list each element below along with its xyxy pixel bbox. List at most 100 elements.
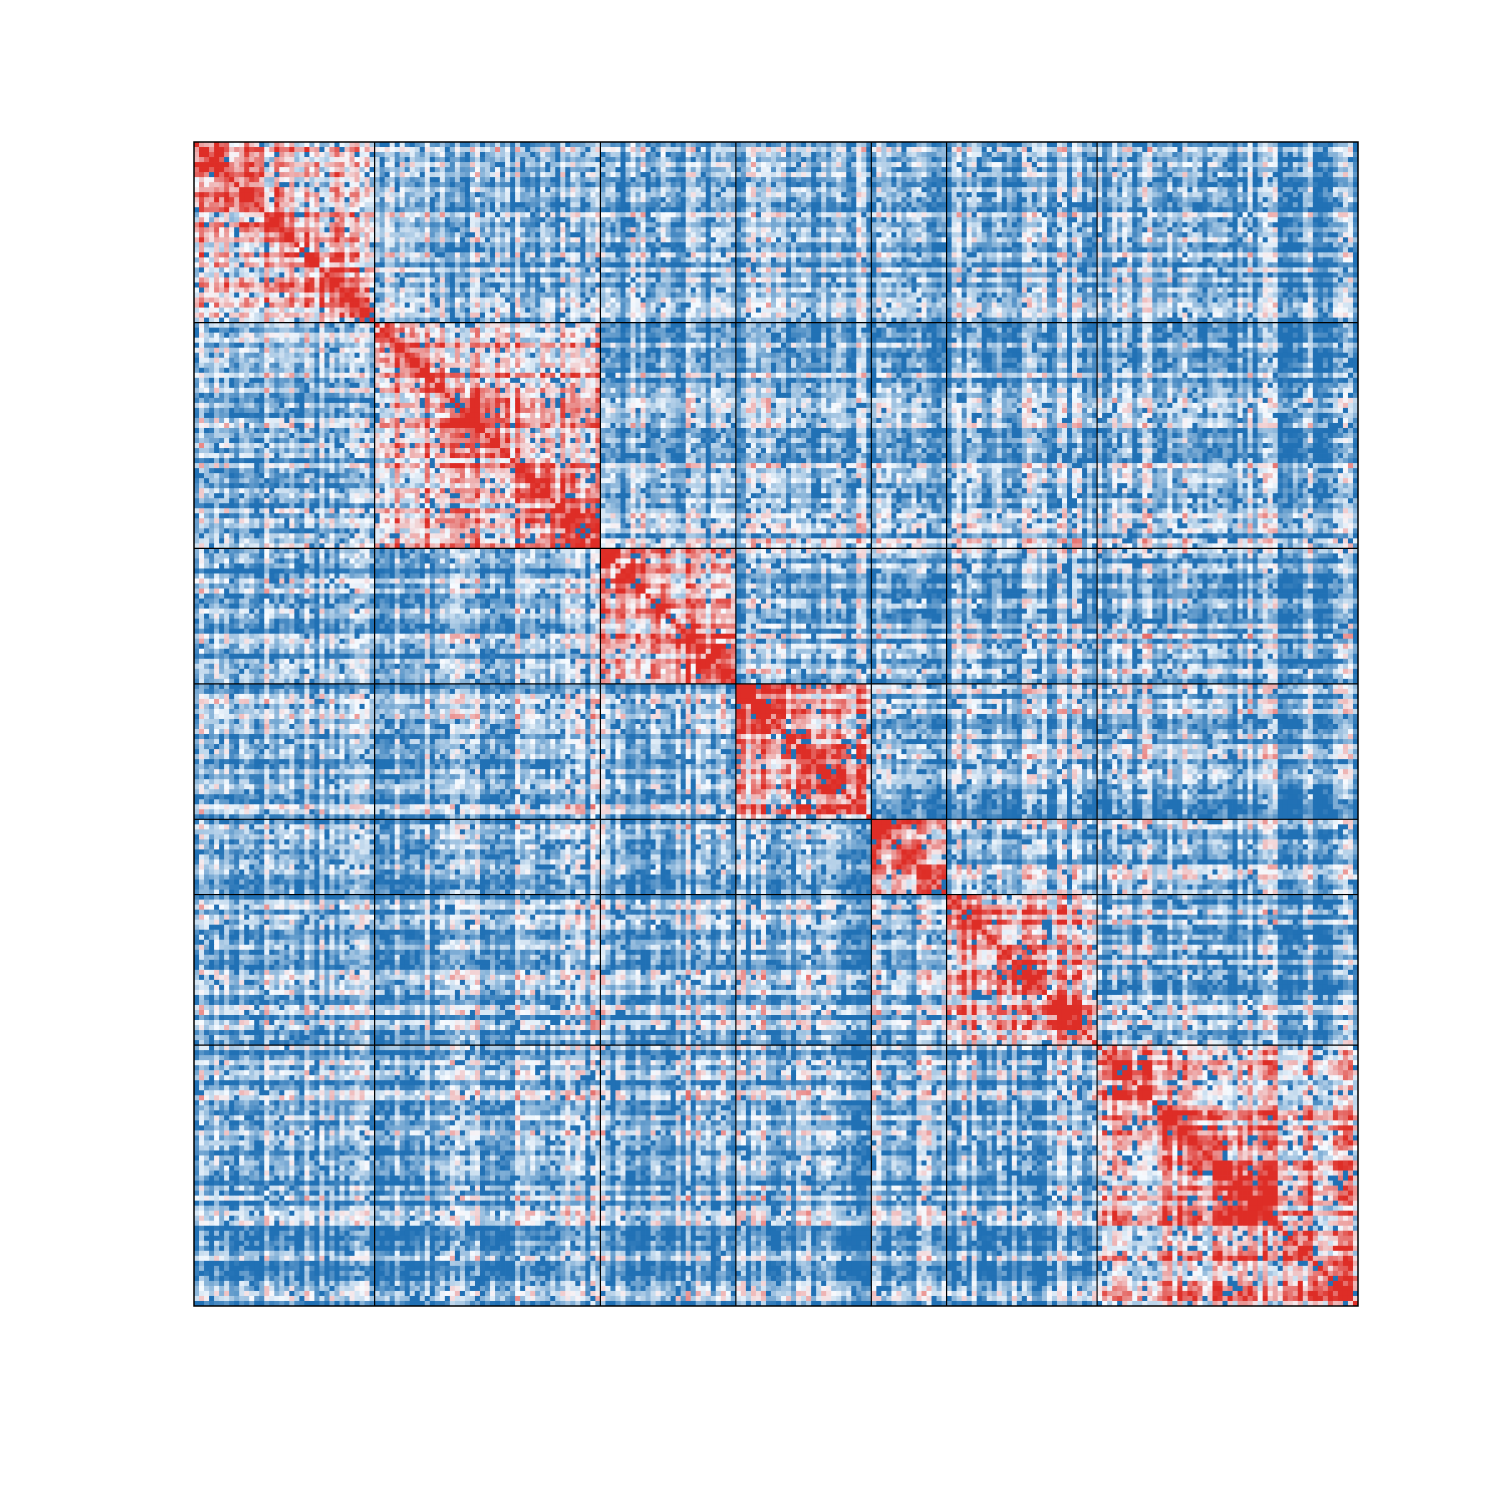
heatmap-cell [470,197,475,202]
heatmap-cell [465,217,470,222]
heatmap-cell [746,192,751,197]
heatmap-cell [861,152,866,157]
heatmap-cell [1263,207,1268,212]
heatmap-cell [906,152,911,157]
heatmap-cell [756,212,761,217]
heatmap-cell [239,222,244,227]
heatmap-cell [1348,152,1353,157]
heatmap-cell [405,222,410,227]
heatmap-cell [425,212,430,217]
heatmap-cell [249,192,254,197]
heatmap-cell [319,197,324,202]
heatmap-cell [1022,147,1027,152]
heatmap-cell [676,157,681,162]
heatmap-cell [947,212,952,217]
heatmap-cell [816,172,821,177]
heatmap-cell [194,182,199,187]
heatmap-cell [806,162,811,167]
heatmap-cell [1117,177,1122,182]
heatmap-cell [570,142,575,147]
heatmap-cell [360,167,365,172]
heatmap-cell [1182,172,1187,177]
heatmap-cell [987,172,992,177]
heatmap-cell [244,182,249,187]
heatmap-cell [1323,217,1328,222]
heatmap-cell [1167,202,1172,207]
heatmap-cell [505,147,510,152]
heatmap-cell [927,142,932,147]
heatmap-cell [405,207,410,212]
heatmap-cell [390,152,395,157]
heatmap-cell [871,202,876,207]
heatmap-cell [1308,187,1313,192]
heatmap-cell [982,217,987,222]
heatmap-cell [475,157,480,162]
heatmap-cell [445,197,450,202]
heatmap-cell [952,177,957,182]
heatmap-cell [1197,197,1202,202]
heatmap-cell [420,157,425,162]
heatmap-cell [435,167,440,172]
heatmap-cell [671,172,676,177]
heatmap-cell [1027,177,1032,182]
heatmap-cell [1268,177,1273,182]
heatmap-cell [455,142,460,147]
heatmap-cell [570,177,575,182]
heatmap-cell [1343,147,1348,152]
heatmap-cell [560,192,565,197]
heatmap-cell [1077,197,1082,202]
heatmap-cell [254,222,259,227]
heatmap-cell [520,197,525,202]
heatmap-cell [651,162,656,167]
heatmap-cell [495,182,500,187]
heatmap-cell [1207,212,1212,217]
heatmap-cell [1137,162,1142,167]
heatmap-cell [771,172,776,177]
heatmap-cell [1032,217,1037,222]
heatmap-cell [771,182,776,187]
heatmap-cell [1223,207,1228,212]
heatmap-cell [319,222,324,227]
heatmap-cell [1002,192,1007,197]
heatmap-cell [871,162,876,167]
heatmap-cell [851,142,856,147]
heatmap-cell [500,192,505,197]
heatmap-cell [395,222,400,227]
heatmap-cell [1258,182,1263,187]
heatmap-cell [299,192,304,197]
heatmap-cell [1132,187,1137,192]
heatmap-cell [365,182,370,187]
heatmap-cell [1037,217,1042,222]
heatmap-cell [415,182,420,187]
heatmap-cell [791,197,796,202]
heatmap-cell [219,147,224,152]
heatmap-cell [967,192,972,197]
heatmap-cell [721,217,726,222]
heatmap-cell [781,197,786,202]
heatmap-cell [350,167,355,172]
heatmap-cell [1248,157,1253,162]
heatmap-cell [219,157,224,162]
heatmap-cell [1172,197,1177,202]
heatmap-cell [385,182,390,187]
heatmap-cell [711,182,716,187]
heatmap-cell [751,147,756,152]
heatmap-cell [1047,212,1052,217]
heatmap-cell [224,197,229,202]
heatmap-cell [831,152,836,157]
heatmap-cell [681,167,686,172]
heatmap-cell [1002,207,1007,212]
heatmap-cell [1228,152,1233,157]
heatmap-cell [816,147,821,152]
heatmap-cell [1197,187,1202,192]
heatmap-cell [625,162,630,167]
heatmap-cell [309,167,314,172]
heatmap-cell [922,172,927,177]
heatmap-cell [1263,187,1268,192]
heatmap-cell [605,192,610,197]
heatmap-cell [1012,172,1017,177]
heatmap-cell [395,187,400,192]
heatmap-cell [1057,152,1062,157]
heatmap-cell [896,192,901,197]
heatmap-cell [525,212,530,217]
